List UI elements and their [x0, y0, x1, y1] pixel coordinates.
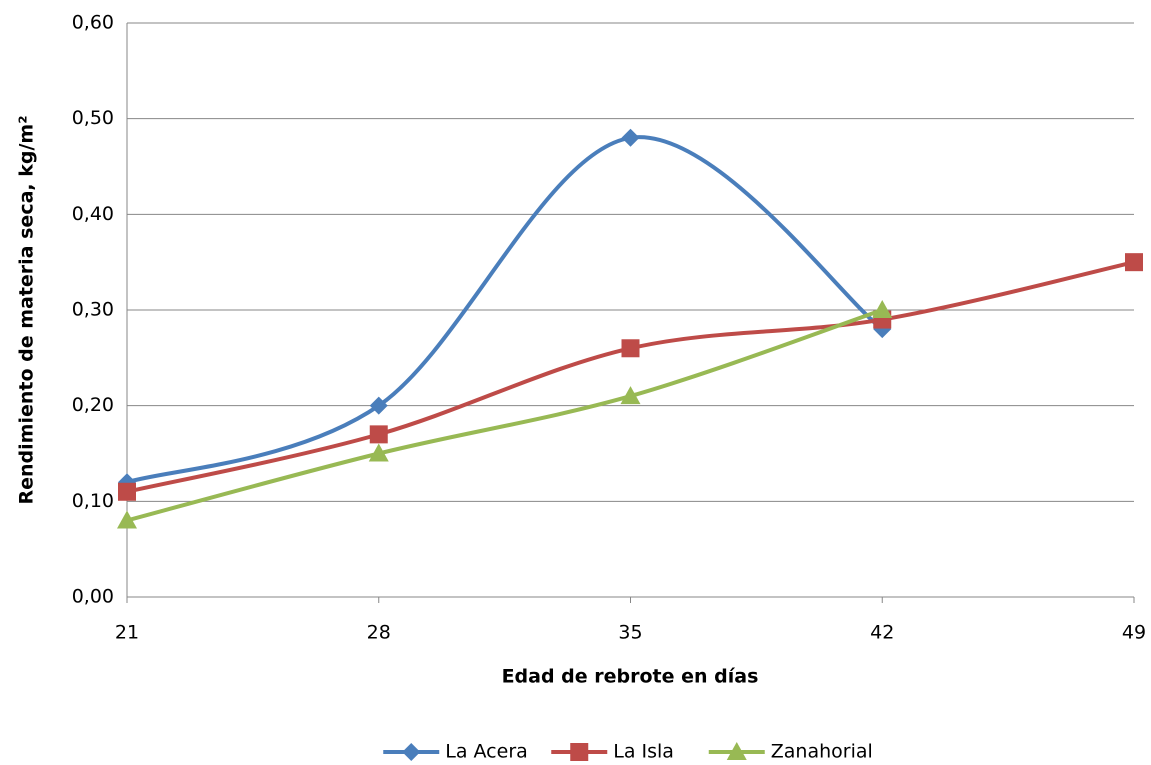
y-tick-label: 0,30: [72, 299, 114, 321]
legend-marker: [402, 743, 421, 761]
x-tick-label: 49: [1122, 622, 1146, 644]
marker-square: [118, 482, 136, 501]
y-tick-label: 0,10: [72, 490, 114, 512]
marker-triangle: [368, 443, 389, 462]
series-line: [126, 135, 884, 485]
legend-label: Zanahorial: [771, 741, 873, 763]
legend-marker: [726, 742, 747, 760]
x-axis-title: Edad de rebrote en días: [502, 666, 759, 688]
y-tick-label: 0,40: [72, 203, 114, 225]
marker-triangle: [620, 386, 641, 405]
x-tick-label: 42: [870, 622, 894, 644]
marker-square: [1125, 253, 1143, 272]
y-tick-label: 0,50: [72, 107, 114, 129]
legend-label: La Isla: [613, 741, 674, 763]
marker-diamond: [621, 128, 640, 147]
marker-triangle: [872, 300, 893, 318]
y-axis-title: Rendimiento de materia seca, kg/m²: [16, 115, 38, 504]
y-tick-label: 0,60: [72, 12, 114, 34]
legend-label: La Acera: [445, 741, 528, 763]
marker-square: [621, 339, 640, 358]
x-tick-label: 28: [367, 622, 391, 644]
legend-marker: [570, 743, 589, 761]
x-tick-label: 21: [115, 622, 139, 644]
marker-diamond: [369, 396, 388, 415]
marker-square: [369, 425, 388, 444]
y-tick-label: 0,00: [72, 586, 114, 608]
series-line: [126, 308, 883, 523]
x-tick-label: 35: [618, 622, 642, 644]
y-tick-label: 0,20: [72, 394, 114, 416]
marker-triangle: [117, 510, 137, 529]
